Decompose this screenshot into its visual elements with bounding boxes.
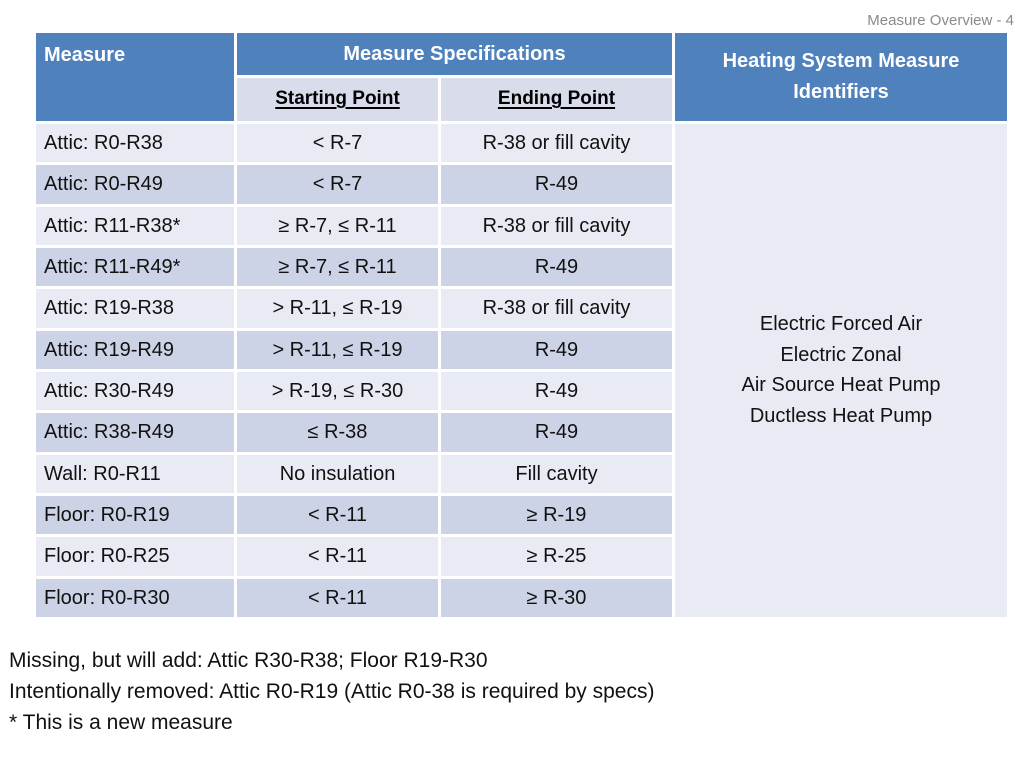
identifiers-cell: Electric Forced Air Electric Zonal Air S… (675, 124, 1007, 617)
note-line-removed: Intentionally removed: Attic R0-R19 (Att… (9, 680, 655, 703)
identifier-line: Air Source Heat Pump (741, 374, 941, 397)
note-line-asterisk: * This is a new measure (9, 711, 233, 734)
identifier-line: Electric Zonal (780, 343, 902, 366)
column-header-identifiers: Heating System Measure Identifiers (675, 33, 1007, 121)
row-starting-cell: > R-11, ≤ R-19 (237, 330, 438, 369)
row-measure-cell: Floor: R0-R19 (36, 495, 234, 535)
row-ending-cell: ≥ R-30 (441, 578, 672, 617)
column-header-starting-point: Starting Point (237, 78, 438, 121)
row-measure-cell: Attic: R0-R49 (36, 165, 234, 204)
row-measure-cell: Floor: R0-R25 (36, 537, 234, 576)
row-ending-cell: R-49 (441, 413, 672, 452)
row-starting-cell: ≥ R-7, ≤ R-11 (237, 206, 438, 245)
row-starting-cell: No insulation (237, 454, 438, 493)
row-ending-cell: ≥ R-25 (441, 537, 672, 576)
row-measure-cell: Attic: R19-R49 (36, 330, 234, 369)
row-ending-cell: R-49 (441, 330, 672, 369)
row-starting-cell: ≥ R-7, ≤ R-11 (237, 247, 438, 287)
row-starting-cell: < R-7 (237, 124, 438, 163)
row-starting-cell: < R-11 (237, 537, 438, 576)
row-starting-cell: ≤ R-38 (237, 413, 438, 452)
row-starting-cell: < R-11 (237, 578, 438, 617)
footer-notes: Missing, but will add: Attic R30-R38; Fl… (9, 645, 654, 738)
row-starting-cell: < R-11 (237, 495, 438, 535)
row-starting-cell: > R-11, ≤ R-19 (237, 289, 438, 328)
identifier-line: Ductless Heat Pump (749, 404, 933, 427)
column-header-ending-point: Ending Point (441, 78, 672, 121)
column-header-specifications: Measure Specifications (237, 33, 672, 75)
row-measure-cell: Attic: R19-R38 (36, 289, 234, 328)
slide-number-label: Measure Overview - 4 (867, 12, 1014, 29)
measures-table: Measure Measure Specifications Heating S… (36, 33, 1007, 617)
row-ending-cell: R-38 or fill cavity (441, 124, 672, 163)
row-measure-cell: Attic: R11-R49* (36, 247, 234, 287)
row-starting-cell: < R-7 (237, 165, 438, 204)
row-measure-cell: Attic: R30-R49 (36, 371, 234, 411)
row-measure-cell: Attic: R11-R38* (36, 206, 234, 245)
row-ending-cell: R-38 or fill cavity (441, 206, 672, 245)
row-measure-cell: Wall: R0-R11 (36, 454, 234, 493)
row-ending-cell: R-49 (441, 247, 672, 287)
column-header-measure: Measure (36, 33, 234, 121)
row-starting-cell: > R-19, ≤ R-30 (237, 371, 438, 411)
row-measure-cell: Attic: R38-R49 (36, 413, 234, 452)
row-measure-cell: Attic: R0-R38 (36, 124, 234, 163)
row-measure-cell: Floor: R0-R30 (36, 578, 234, 617)
row-ending-cell: R-38 or fill cavity (441, 289, 672, 328)
row-ending-cell: Fill cavity (441, 454, 672, 493)
row-ending-cell: R-49 (441, 165, 672, 204)
identifier-line: Electric Forced Air (759, 313, 923, 336)
row-ending-cell: R-49 (441, 371, 672, 411)
note-line-missing: Missing, but will add: Attic R30-R38; Fl… (9, 649, 488, 672)
row-ending-cell: ≥ R-19 (441, 495, 672, 535)
